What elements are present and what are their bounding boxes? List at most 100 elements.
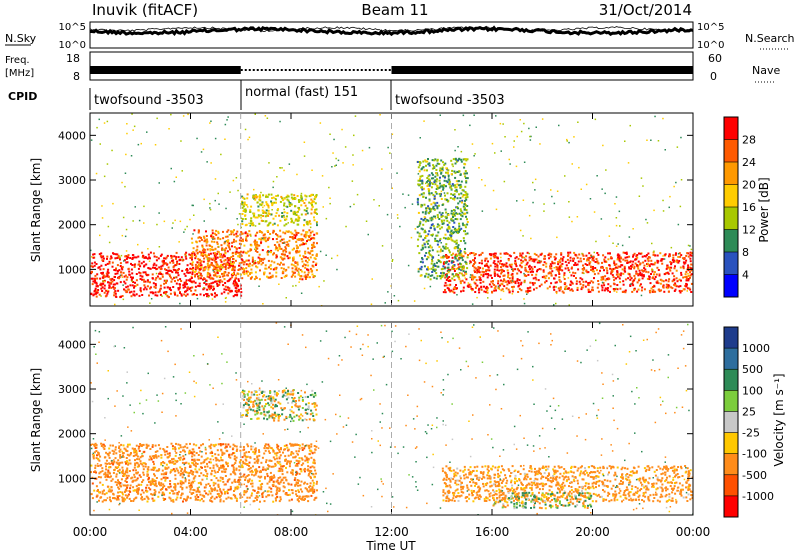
heatmap-cell bbox=[503, 274, 506, 277]
heatmap-cell bbox=[157, 455, 160, 458]
heatmap-cell bbox=[291, 270, 294, 273]
heatmap-cell bbox=[276, 443, 279, 446]
heatmap-cell bbox=[135, 478, 138, 481]
heatmap-cell bbox=[632, 284, 635, 287]
heatmap-cell bbox=[124, 274, 127, 277]
heatmap-cell bbox=[524, 259, 527, 262]
freq-dot bbox=[304, 69, 307, 71]
heatmap-cell bbox=[557, 269, 560, 272]
heatmap-cell bbox=[453, 170, 456, 173]
heatmap-cell bbox=[432, 205, 435, 208]
heatmap-cell bbox=[272, 500, 275, 503]
heatmap-cell bbox=[287, 245, 290, 247]
heatmap-cell bbox=[93, 279, 96, 282]
heatmap-cell bbox=[675, 181, 677, 184]
heatmap-cell bbox=[260, 485, 263, 488]
heatmap-cell bbox=[494, 262, 497, 265]
heatmap-cell bbox=[104, 263, 107, 266]
heatmap-cell bbox=[443, 261, 446, 263]
heatmap-cell bbox=[600, 276, 603, 279]
heatmap-cell bbox=[522, 260, 525, 263]
heatmap-cell bbox=[447, 256, 450, 259]
heatmap-cell bbox=[553, 262, 556, 265]
heatmap-cell bbox=[397, 217, 399, 219]
heatmap-cell bbox=[517, 282, 520, 284]
heatmap-cell bbox=[238, 239, 241, 242]
heatmap-cell bbox=[290, 209, 293, 212]
heatmap-cell bbox=[110, 286, 113, 289]
heatmap-cell bbox=[133, 286, 135, 289]
heatmap-cell bbox=[449, 231, 452, 234]
heatmap-cell bbox=[277, 470, 280, 473]
heatmap-cell bbox=[238, 480, 241, 483]
heatmap-cell bbox=[557, 263, 560, 266]
heatmap-cell bbox=[223, 272, 225, 275]
heatmap-cell bbox=[446, 266, 449, 269]
heatmap-cell bbox=[538, 261, 541, 264]
heatmap-cell bbox=[235, 247, 238, 250]
heatmap-cell bbox=[295, 211, 298, 214]
heatmap-cell bbox=[206, 254, 209, 257]
heatmap-cell bbox=[458, 253, 461, 256]
heatmap-cell bbox=[416, 201, 419, 204]
heatmap-cell bbox=[130, 262, 132, 265]
heatmap-cell bbox=[165, 269, 168, 272]
heatmap-cell bbox=[126, 445, 129, 448]
heatmap-cell bbox=[313, 488, 316, 491]
heatmap-cell bbox=[462, 224, 465, 227]
heatmap-cell bbox=[167, 269, 170, 272]
heatmap-cell bbox=[588, 256, 591, 259]
heatmap-cell bbox=[182, 455, 185, 458]
heatmap-cell bbox=[310, 270, 313, 273]
heatmap-cell bbox=[428, 164, 431, 167]
heatmap-cell bbox=[227, 267, 230, 270]
heatmap-cell bbox=[268, 213, 271, 215]
freq-dot bbox=[260, 69, 263, 71]
heatmap-cell bbox=[136, 489, 138, 492]
heatmap-cell bbox=[444, 281, 447, 284]
heatmap-cell bbox=[310, 470, 313, 473]
heatmap-cell bbox=[152, 282, 155, 285]
heatmap-cell bbox=[258, 222, 261, 225]
heatmap-cell bbox=[283, 208, 285, 211]
heatmap-cell bbox=[95, 263, 98, 265]
heatmap-cell bbox=[229, 485, 232, 488]
heatmap-cell bbox=[253, 489, 256, 492]
heatmap-cell bbox=[289, 256, 291, 259]
heatmap-cell bbox=[194, 266, 197, 269]
heatmap-cell bbox=[438, 245, 441, 248]
heatmap-cell bbox=[680, 271, 683, 274]
heatmap-cell bbox=[433, 228, 436, 231]
heatmap-cell bbox=[128, 291, 131, 294]
heatmap-cell bbox=[648, 278, 651, 281]
heatmap-cell bbox=[141, 455, 144, 458]
heatmap-cell bbox=[610, 270, 613, 273]
heatmap-cell bbox=[452, 252, 455, 255]
heatmap-cell bbox=[203, 237, 206, 240]
heatmap-cell bbox=[306, 482, 309, 485]
heatmap-cell bbox=[166, 263, 169, 266]
heatmap-cell bbox=[421, 211, 424, 214]
heatmap-cell bbox=[298, 250, 301, 253]
heatmap-cell bbox=[651, 286, 654, 288]
heatmap-cell bbox=[312, 245, 315, 248]
heatmap-cell bbox=[632, 254, 635, 257]
heatmap-cell bbox=[430, 172, 433, 175]
heatmap-cell bbox=[208, 276, 211, 279]
heatmap-cell bbox=[535, 273, 538, 276]
heatmap-cell bbox=[418, 252, 421, 255]
heatmap-cell bbox=[190, 481, 193, 484]
heatmap-cell bbox=[309, 239, 311, 242]
heatmap-cell bbox=[593, 273, 596, 276]
heatmap-cell bbox=[210, 234, 213, 237]
heatmap-cell bbox=[145, 274, 148, 277]
heatmap-cell bbox=[267, 245, 270, 248]
heatmap-cell bbox=[211, 490, 214, 493]
heatmap-cell bbox=[315, 254, 318, 257]
heatmap-cell bbox=[450, 212, 453, 215]
heatmap-cell bbox=[132, 489, 135, 492]
heatmap-cell bbox=[660, 258, 663, 261]
heatmap-cell bbox=[464, 172, 467, 175]
heatmap-cell bbox=[100, 295, 102, 297]
heatmap-cell bbox=[426, 242, 429, 245]
